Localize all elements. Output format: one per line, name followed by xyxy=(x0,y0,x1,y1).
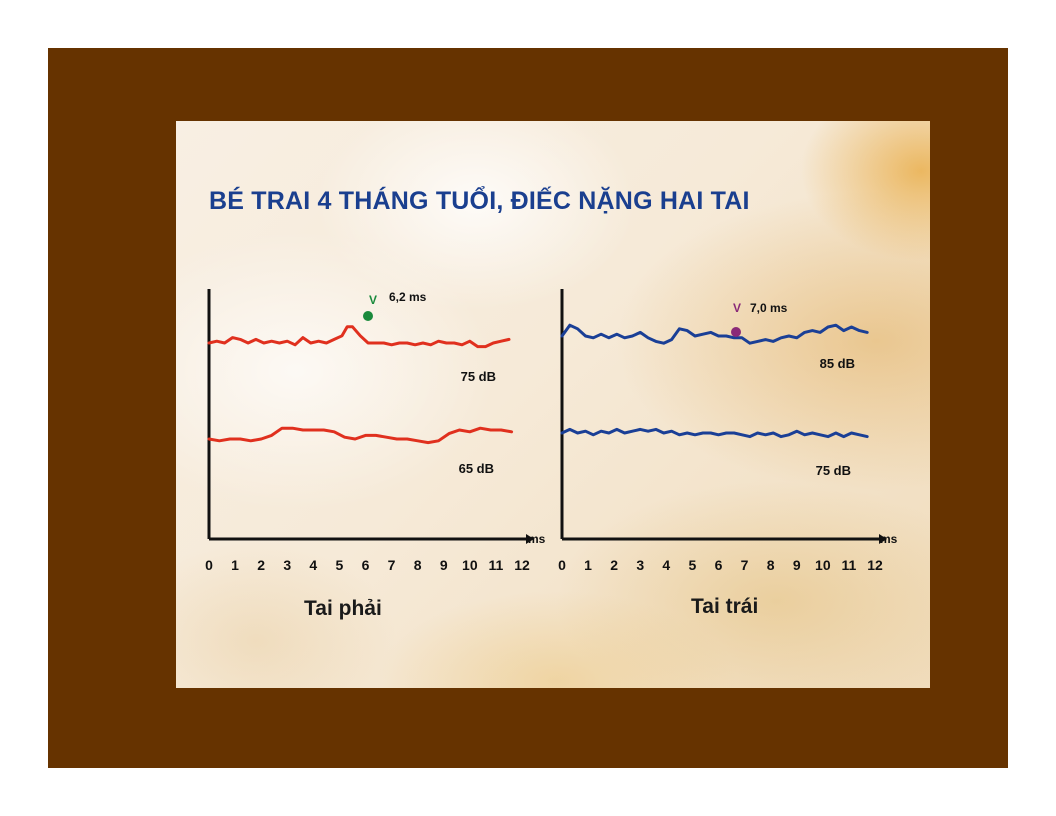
x-tick-label: 9 xyxy=(793,557,801,573)
x-tick-label: 4 xyxy=(662,557,670,573)
waveform-line xyxy=(207,426,514,445)
intensity-label: 85 dB xyxy=(820,356,855,371)
slide-title: BÉ TRAI 4 THÁNG TUỔI, ĐIẾC NẶNG HAI TAI xyxy=(209,187,750,215)
x-axis-arrow xyxy=(879,534,887,544)
wave-v-marker-dot xyxy=(731,327,741,337)
intensity-label: 75 dB xyxy=(816,463,851,478)
x-tick-label: 5 xyxy=(336,557,344,573)
waveform-line xyxy=(560,323,869,345)
x-tick-label: 6 xyxy=(362,557,370,573)
x-axis-unit-label: ms xyxy=(880,532,898,546)
wave-v-marker-dot xyxy=(363,311,373,321)
wave-v-latency-label: 6,2 ms xyxy=(389,290,427,304)
wave-v-latency-label: 7,0 ms xyxy=(750,301,788,315)
x-tick-label: 7 xyxy=(388,557,396,573)
x-tick-label: 7 xyxy=(741,557,749,573)
left-ear-label: Tai trái xyxy=(691,595,759,618)
x-axis-unit-label: ms xyxy=(528,532,546,546)
right-ear-label: Tai phải xyxy=(304,597,382,620)
intensity-label: 75 dB xyxy=(461,369,496,384)
x-tick-label: 11 xyxy=(842,557,857,573)
x-tick-label: 1 xyxy=(584,557,592,573)
x-tick-label: 10 xyxy=(462,557,478,573)
x-tick-label: 5 xyxy=(689,557,697,573)
x-tick-label: 1 xyxy=(231,557,239,573)
x-tick-label: 8 xyxy=(414,557,422,573)
waveform-line xyxy=(560,427,869,439)
x-tick-label: 12 xyxy=(514,557,530,573)
x-tick-label: 8 xyxy=(767,557,775,573)
wave-v-letter: V xyxy=(733,301,741,315)
wave-v-letter: V xyxy=(369,293,377,307)
x-tick-label: 0 xyxy=(558,557,566,573)
waveform-line xyxy=(207,325,511,349)
x-tick-label: 2 xyxy=(257,557,265,573)
x-axis-arrow xyxy=(526,534,534,544)
x-tick-label: 11 xyxy=(489,557,504,573)
x-tick-label: 3 xyxy=(283,557,291,573)
x-tick-label: 9 xyxy=(440,557,448,573)
x-tick-label: 6 xyxy=(715,557,723,573)
x-tick-label: 3 xyxy=(636,557,644,573)
x-tick-label: 0 xyxy=(205,557,213,573)
slide: BÉ TRAI 4 THÁNG TUỔI, ĐIẾC NẶNG HAI TAI … xyxy=(176,121,930,688)
x-tick-label: 4 xyxy=(309,557,317,573)
intensity-label: 65 dB xyxy=(459,461,494,476)
x-tick-label: 10 xyxy=(815,557,831,573)
x-tick-label: 12 xyxy=(867,557,883,573)
x-tick-label: 2 xyxy=(610,557,618,573)
